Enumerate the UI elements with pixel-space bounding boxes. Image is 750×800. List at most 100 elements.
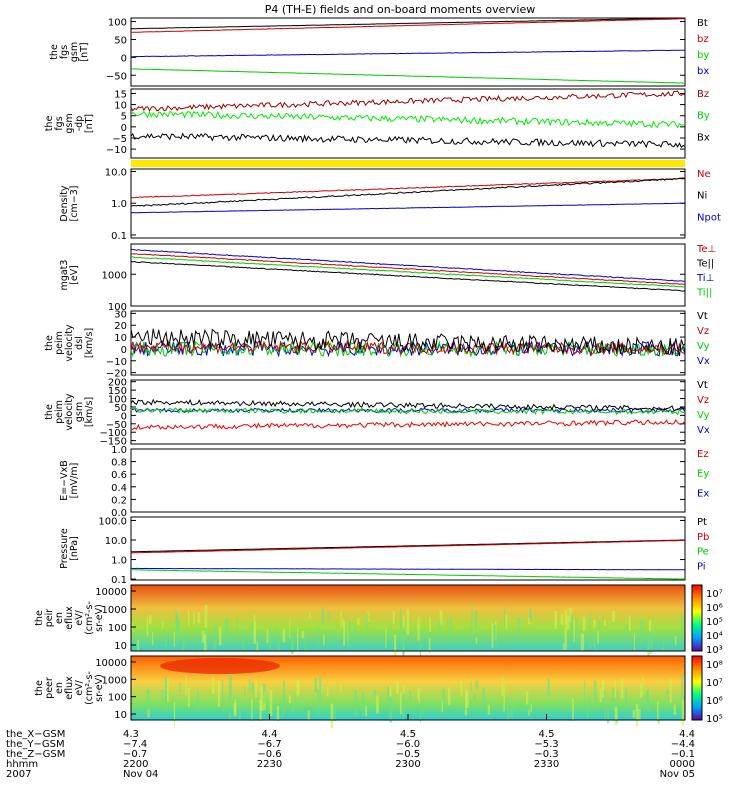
y-tick-label: −20 — [106, 369, 127, 380]
spectrogram-streak — [213, 639, 217, 650]
spectrogram-streak — [259, 699, 262, 721]
spectrogram-streak — [228, 712, 232, 721]
spectrogram-streak — [528, 616, 531, 625]
legend-Ti⊥: Ti⊥ — [696, 273, 714, 284]
colorbar-tick-label: 10⁷ — [706, 589, 723, 600]
y-tick-label: 100 — [108, 693, 127, 704]
spectrogram-streak — [251, 698, 253, 722]
x-axis-value: −6.0 — [396, 739, 420, 750]
spectrogram-streak — [204, 634, 207, 652]
spectrogram-streak — [389, 686, 392, 697]
spectrogram-streak — [604, 710, 607, 720]
spectrogram-streak — [593, 619, 596, 628]
spectrogram-streak — [339, 682, 342, 692]
spectrogram-streak — [375, 695, 379, 714]
y-axis-label: peer — [44, 677, 55, 699]
spectrogram-streak — [263, 683, 266, 704]
spectrogram-streak — [447, 618, 449, 629]
spectrogram-streak — [242, 629, 245, 652]
spectrogram-streak — [482, 687, 486, 705]
legend-Pe: Pe — [697, 547, 709, 558]
spectrogram-streak — [417, 689, 419, 700]
x-axis-value: 0000 — [670, 759, 695, 770]
y-axis-label: the — [49, 44, 60, 60]
spectrogram-streak — [173, 631, 175, 647]
series-Ti⊥ — [130, 256, 685, 288]
x-axis-value: 4.5 — [400, 729, 416, 740]
y-tick-label: 0 — [121, 411, 127, 422]
y-tick-label: 10 — [114, 710, 127, 721]
y-axis-label: [cm−3] — [69, 186, 80, 222]
y-tick-label: 10 — [114, 641, 127, 652]
spectrogram-streak — [291, 634, 294, 655]
y-axis-label: eflux — [64, 606, 75, 630]
y-tick-label: 10 — [114, 333, 127, 344]
legend-Ex: Ex — [697, 488, 709, 499]
spectrogram-streak — [507, 698, 510, 721]
y-axis-label: eflux — [64, 676, 75, 700]
series-Ni — [130, 177, 686, 207]
spectrogram-streak — [185, 676, 187, 696]
spectrogram-streak — [620, 678, 624, 699]
spectrogram-streak — [566, 615, 570, 630]
spectrogram-streak — [385, 628, 387, 649]
spectrogram-streak — [572, 697, 574, 722]
spectrogram-streak — [470, 681, 472, 692]
spectrogram-streak — [428, 638, 431, 654]
y-tick-label: −50 — [106, 420, 127, 431]
figure-title: P4 (TH-E) fields and on-board moments ov… — [265, 3, 536, 16]
spectrogram-streak — [505, 614, 508, 630]
spectrogram-streak — [356, 617, 360, 625]
y-tick-label: 15 — [114, 89, 127, 100]
spectrogram-streak — [319, 676, 322, 702]
series-Vy — [130, 340, 686, 358]
spectrogram-streak — [343, 620, 346, 646]
y-axis-label: sr-eV) — [94, 674, 105, 702]
spectrogram-streak — [604, 619, 607, 626]
y-axis-label: Density — [59, 185, 70, 221]
series-Npot — [130, 202, 686, 214]
spectrogram-streak — [187, 610, 190, 626]
spectrogram-streak — [400, 623, 402, 638]
legend-Pt: Pt — [697, 517, 707, 528]
x-axis-value: Nov 05 — [660, 769, 695, 780]
spectrogram-streak — [637, 708, 641, 721]
spectrogram-streak — [442, 688, 445, 706]
spectrogram-streak — [165, 632, 168, 647]
spectrogram-streak — [419, 708, 422, 723]
spectrogram-streak — [642, 676, 644, 696]
y-axis-label: en — [54, 682, 65, 694]
y-tick-label: −10 — [106, 357, 127, 368]
series-Bz — [130, 90, 686, 112]
spectrogram-streak — [342, 617, 344, 629]
spectrogram-streak — [256, 641, 259, 653]
panel-p7: 1.0 0.80.6 0.40.2 0.0 E=−VxB [mV/m] Ez Ey Ex — [59, 445, 709, 519]
spectrogram-streak — [276, 706, 280, 722]
panel-frame — [130, 243, 686, 307]
spectrogram-streak — [340, 610, 342, 628]
y-axis-label: eV/ — [74, 609, 85, 625]
legend-bx: bx — [697, 66, 709, 77]
spectrogram-streak — [601, 678, 605, 699]
spectrogram-streak — [406, 609, 410, 635]
x-axis-value: 4.5 — [539, 729, 555, 740]
spectrogram-streak — [314, 678, 318, 693]
spectrogram-streak — [366, 613, 369, 628]
spectrogram-streak — [465, 689, 468, 709]
spectrogram-streak — [259, 686, 263, 711]
y-tick-label: 10.0 — [105, 536, 127, 547]
colorbar — [691, 655, 703, 721]
spectrogram-streak — [467, 690, 469, 708]
spectrogram-streak — [182, 633, 185, 651]
x-axis-row-label: 2007 — [6, 769, 31, 780]
spectrogram-streak — [589, 640, 592, 649]
x-axis-value: −0.3 — [534, 749, 558, 760]
x-axis-value: 4.4 — [262, 729, 278, 740]
spectrogram-streak — [317, 689, 319, 715]
spectrogram-streak — [575, 618, 578, 637]
spectrogram-streak — [647, 689, 650, 711]
spectrogram-streak — [389, 696, 393, 723]
spectrogram-streak — [408, 691, 412, 702]
spectrogram-streak — [439, 610, 443, 625]
